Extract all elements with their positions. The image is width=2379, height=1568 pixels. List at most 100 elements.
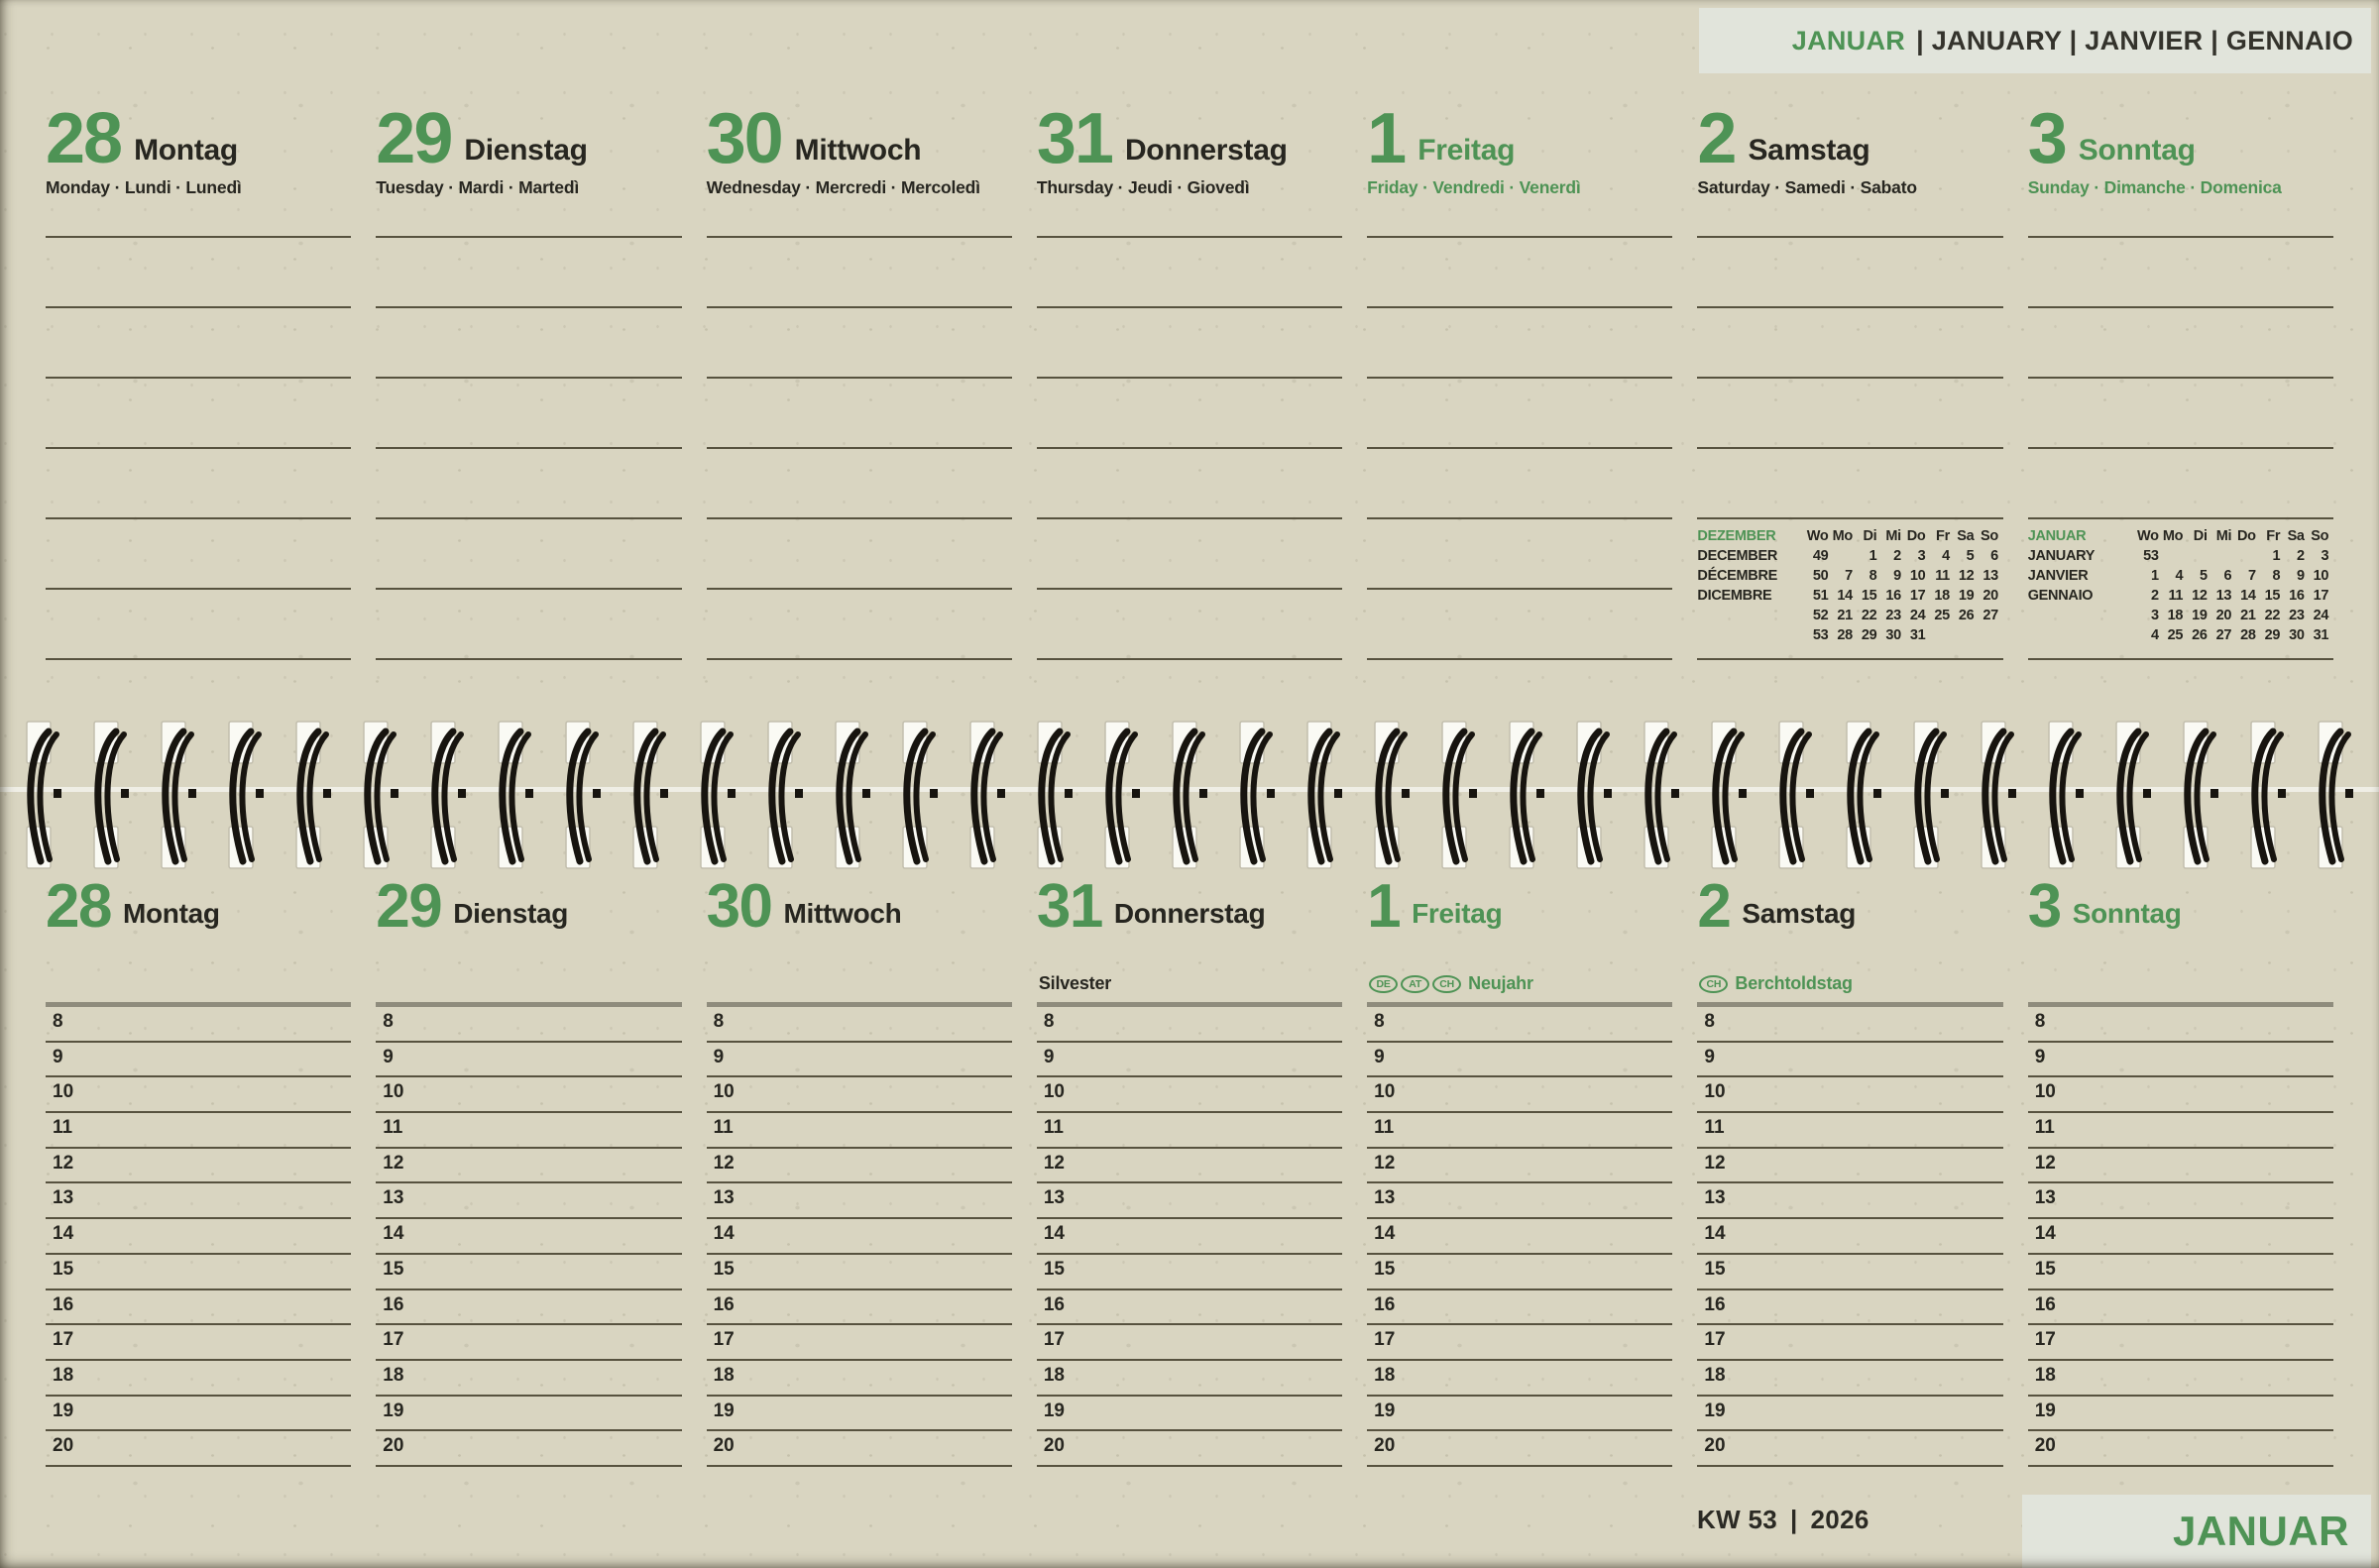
day-header: 3 Sonntag Sunday · Dimanche · Domenica <box>2027 85 2333 238</box>
wire-icon <box>229 728 255 865</box>
wire-icon <box>2328 731 2351 862</box>
hour-row: 17 <box>2027 1325 2333 1361</box>
spiral-coil <box>1229 720 1275 870</box>
wire-icon <box>2261 731 2284 862</box>
hour-row: 11 <box>46 1113 352 1149</box>
hour-label: 17 <box>1043 1329 1065 1351</box>
spiral-coil <box>420 720 466 870</box>
hour-label: 15 <box>383 1258 404 1280</box>
hour-row: 15 <box>46 1255 352 1290</box>
day-cell: 17 <box>1909 588 1926 604</box>
hour-label: 20 <box>1704 1435 1726 1457</box>
week-number: 53 <box>1812 627 1829 643</box>
hour-row: 14 <box>1697 1219 2003 1255</box>
hour-row: 15 <box>706 1255 1012 1290</box>
hour-label: 19 <box>53 1400 74 1421</box>
spiral-coil <box>1634 720 1679 870</box>
spiral-coil <box>1027 720 1073 870</box>
wire-icon <box>846 731 868 862</box>
spiral-coil <box>285 720 331 870</box>
hour-row: 14 <box>376 1219 682 1255</box>
day-number: 29 <box>376 99 453 178</box>
day-header-row: 30 Mittwoch <box>706 872 1012 941</box>
coil-graphic <box>1643 721 1679 869</box>
day-cell: 14 <box>2240 588 2256 604</box>
day-header: 31 Donnerstag Silvester <box>1036 872 1343 1007</box>
hour-label: 18 <box>383 1364 404 1386</box>
hour-row: 13 <box>1036 1183 1343 1220</box>
wire-icon <box>2059 731 2082 862</box>
hour-label: 14 <box>1374 1223 1396 1245</box>
note-line <box>1367 519 1673 590</box>
hour-row: 17 <box>1036 1325 1343 1361</box>
wire-icon <box>1991 731 2014 862</box>
hour-label: 8 <box>53 1011 63 1032</box>
hour-row: 20 <box>46 1431 352 1467</box>
day-number: 28 <box>46 872 112 941</box>
hour-label: 13 <box>53 1187 74 1209</box>
hour-row: 19 <box>1036 1397 1343 1432</box>
wire-icon <box>643 731 666 862</box>
hour-label: 8 <box>2034 1011 2046 1032</box>
day-number: 31 <box>1036 872 1103 941</box>
wire-icon <box>2194 731 2216 862</box>
hour-row: 10 <box>1036 1077 1343 1114</box>
note-line <box>1036 519 1343 590</box>
hour-label: 8 <box>713 1011 725 1032</box>
mini-calendar-title: DEZEMBER <box>1697 528 1776 544</box>
coil-graphic <box>93 721 129 869</box>
wire-icon <box>1317 731 1340 862</box>
note-line <box>1697 449 2003 519</box>
hour-label: 12 <box>1043 1152 1065 1174</box>
hour-label: 15 <box>2034 1258 2056 1280</box>
hour-label: 20 <box>2034 1435 2056 1457</box>
wire-icon <box>1712 728 1738 865</box>
wire-end-icon <box>1873 789 1881 798</box>
note-line <box>1367 238 1673 308</box>
wire-icon <box>1240 728 1266 865</box>
note-line <box>2027 449 2333 519</box>
note-line <box>1697 238 2003 308</box>
hour-row: 14 <box>46 1219 352 1255</box>
coil-graphic <box>1576 721 1612 869</box>
footer-week-number: KW 53 <box>1697 1505 1777 1534</box>
holiday-row: CH Berchtoldstag <box>1699 973 1853 994</box>
wire-end-icon <box>862 789 870 798</box>
hour-label: 17 <box>383 1329 404 1351</box>
day-cell: 18 <box>2167 608 2184 623</box>
wire-icon <box>2049 728 2075 865</box>
day-number: 2 <box>1697 99 1737 178</box>
hour-row: 11 <box>1367 1113 1673 1149</box>
day-number: 30 <box>706 872 773 941</box>
day-header-row: 29 Dienstag <box>376 875 681 937</box>
day-cell: 14 <box>1837 588 1853 604</box>
spiral-coil <box>1566 720 1612 870</box>
day-header: 2 Samstag CH Berchtoldstag <box>1697 872 2003 1007</box>
wire-end-icon <box>256 789 264 798</box>
hour-label: 16 <box>1374 1293 1396 1315</box>
spiral-coil <box>488 720 533 870</box>
wire-end-icon <box>391 789 398 798</box>
hour-label: 15 <box>1374 1258 1396 1280</box>
day-cell: 29 <box>1861 627 1877 643</box>
wire-end-icon <box>593 789 601 798</box>
wire-icon <box>1722 731 1745 862</box>
wire-end-icon <box>660 789 668 798</box>
wire-icon <box>2116 728 2142 865</box>
mini-calendar-month-name: JANUARY <box>2027 548 2096 564</box>
note-line <box>46 449 352 519</box>
day-name: Samstag <box>1748 133 1870 167</box>
hour-row: 10 <box>376 1077 682 1114</box>
hour-row: 16 <box>376 1290 682 1326</box>
hour-row: 20 <box>1036 1431 1343 1467</box>
day-cell: 6 <box>1990 548 1998 564</box>
holiday-row: Silvester <box>1039 973 1111 994</box>
day-cell: 25 <box>2167 627 2184 643</box>
day-cell: 27 <box>2215 627 2232 643</box>
country-badges: DE AT CH <box>1369 974 1462 993</box>
hour-row: 8 <box>706 1007 1012 1043</box>
day-cell: 9 <box>1893 568 1901 584</box>
day-cell: 5 <box>2199 568 2208 584</box>
day-cell: 29 <box>2264 627 2281 643</box>
wire-end-icon <box>1941 789 1949 798</box>
